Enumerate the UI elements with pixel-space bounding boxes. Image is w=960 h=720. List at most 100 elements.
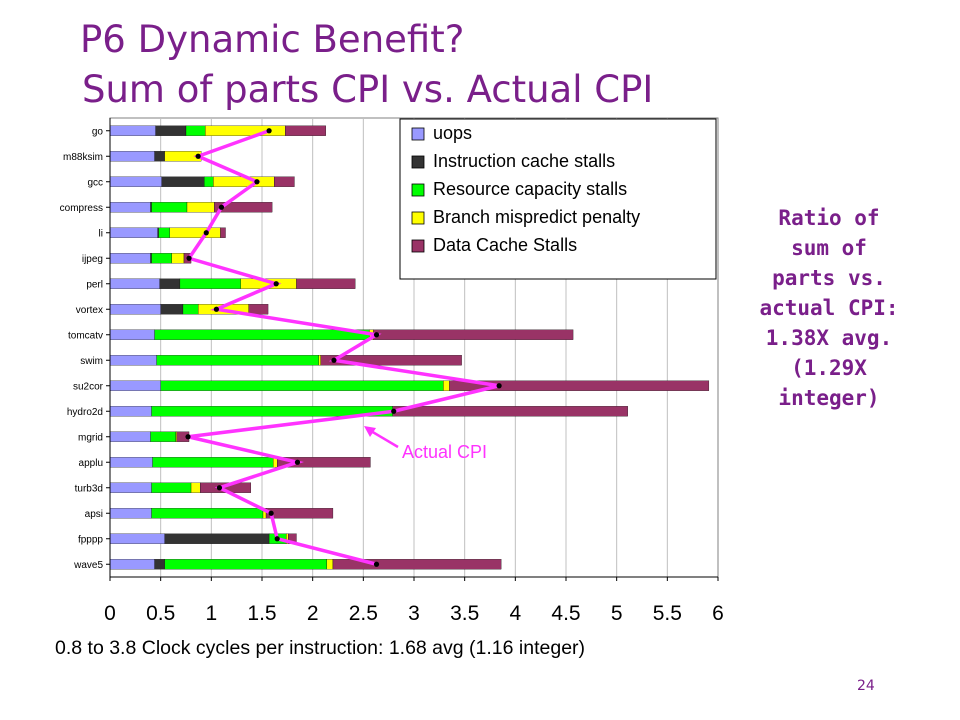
category-label: wave5	[73, 560, 103, 571]
cpi-bar-chart: go m88ksim gcc compress li ijpeg perl vortex tom…	[55, 117, 724, 659]
legend-box	[399, 118, 717, 280]
category-label: vortex	[76, 305, 103, 316]
category-label: m88ksim	[63, 152, 103, 163]
bar-segment-swim	[320, 355, 462, 366]
category-label: gcc	[87, 177, 103, 188]
bar-segment-ijpeg	[150, 253, 152, 264]
bar-segment-perl	[179, 278, 241, 289]
x-tick-label: 1	[205, 602, 217, 625]
bar-segment-su2cor	[160, 380, 444, 391]
actual-cpi-point	[274, 536, 280, 542]
bar-segment-swim	[318, 355, 321, 366]
bar-segment-li	[109, 227, 158, 238]
bar-segment-fpppp	[109, 533, 165, 544]
bar-segment-li	[220, 227, 226, 238]
bar-segment-apsi	[265, 508, 334, 519]
bar-segment-hydro2d	[109, 406, 152, 417]
bar-segment-turb3d	[109, 482, 152, 493]
actual-cpi-point	[373, 332, 380, 338]
bar-segment-swim	[156, 355, 319, 366]
bar-segment-li	[169, 227, 221, 238]
x-tick-label: 3.5	[450, 602, 479, 625]
category-label: fpppp	[78, 534, 103, 545]
bar-segment-go	[185, 125, 206, 136]
actual-cpi-point	[331, 357, 337, 363]
category-label: tomcatv	[68, 330, 103, 341]
actual-cpi-point	[213, 306, 219, 312]
annotation-arrow	[370, 429, 399, 449]
legend-swatch	[411, 183, 425, 197]
bar-segment-applu	[152, 457, 274, 468]
actual-cpi-point	[391, 408, 397, 414]
bar-segment-gcc	[204, 176, 214, 187]
slide-title-line2: Sum of parts CPI vs. Actual CPI	[82, 68, 654, 111]
actual-cpi-point	[496, 383, 502, 389]
actual-cpi-point	[195, 153, 201, 159]
legend-label: Resource capacity stalls	[433, 179, 627, 199]
bar-segment-apsi	[151, 508, 264, 519]
actual-cpi-point	[218, 204, 225, 210]
bar-segment-compress	[109, 202, 151, 213]
x-tick-label: 4	[509, 602, 521, 625]
actual-cpi-point	[203, 230, 209, 236]
bar-segment-applu	[277, 457, 371, 468]
category-label: perl	[86, 279, 103, 290]
legend-label: Instruction cache stalls	[433, 151, 615, 171]
slide-title-line1: P6 Dynamic Benefit?	[80, 18, 465, 61]
bar-segment-perl	[159, 278, 181, 289]
page-number: 24	[857, 678, 875, 694]
annotation-arrowhead	[364, 426, 376, 437]
bar-segment-mgrid	[109, 431, 151, 442]
legend-swatch	[411, 155, 425, 169]
bar-segment-wave5	[109, 559, 155, 570]
bar-segment-wave5	[154, 559, 165, 570]
bar-segment-gcc	[213, 176, 275, 187]
bar-segment-turb3d	[200, 482, 252, 493]
actual-cpi-point	[216, 485, 223, 491]
ratio-note: Ratio of sum of parts vs. actual CPI: 1.…	[759, 206, 899, 410]
actual-cpi-point	[268, 510, 274, 516]
actual-cpi-point	[294, 459, 301, 465]
x-axis-label: 0.8 to 3.8 Clock cycles per instruction:…	[55, 637, 585, 659]
bar-segment-m88ksim	[109, 151, 155, 162]
actual-cpi-point	[266, 128, 272, 134]
bar-segment-su2cor	[449, 380, 710, 391]
bar-segment-perl	[109, 278, 160, 289]
actual-cpi-point	[185, 434, 191, 440]
bar-segment-go	[155, 125, 187, 136]
x-tick-label: 5.5	[653, 602, 682, 625]
actual-cpi-point	[254, 179, 260, 185]
bar-segment-compress	[150, 202, 152, 213]
bar-segment-compress	[151, 202, 188, 213]
x-tick-label: 2.5	[349, 602, 378, 625]
bar-segment-li	[157, 227, 159, 238]
bar-segment-ijpeg	[151, 253, 172, 264]
bar-segment-compress	[186, 202, 215, 213]
category-label: mgrid	[78, 432, 103, 443]
bar-segment-gcc	[109, 176, 162, 187]
category-label: turb3d	[75, 483, 103, 494]
bar-segment-compress	[214, 202, 273, 213]
legend-label: Data Cache Stalls	[433, 235, 577, 255]
x-tick-label: 5	[611, 602, 623, 625]
bar-segment-vortex	[248, 304, 269, 315]
x-tick-label: 0	[104, 602, 116, 625]
bar-segment-vortex	[160, 304, 184, 315]
x-tick-label: 2	[307, 602, 319, 625]
legend-swatch	[411, 127, 425, 141]
actual-cpi-point	[373, 561, 380, 567]
category-label: go	[92, 126, 104, 137]
bar-segment-apsi	[109, 508, 152, 519]
legend-swatch	[411, 239, 425, 253]
bar-segment-ijpeg	[109, 253, 151, 264]
actual-cpi-point	[273, 281, 279, 287]
category-label: li	[99, 228, 103, 239]
bar-segment-applu	[109, 457, 153, 468]
bar-segment-go	[109, 125, 156, 136]
bar-segment-perl	[296, 278, 356, 289]
category-label: su2cor	[73, 381, 104, 392]
x-tick-label: 6	[712, 602, 724, 625]
category-label: swim	[80, 356, 103, 367]
bar-segment-go	[285, 125, 326, 136]
bar-segment-wave5	[164, 559, 328, 570]
